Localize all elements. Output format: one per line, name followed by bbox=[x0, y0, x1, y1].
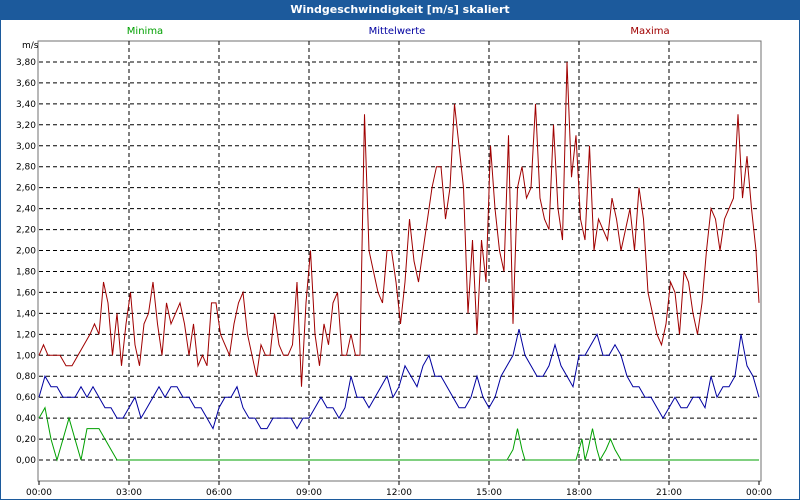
y-tick-label: 1,20 bbox=[16, 330, 36, 340]
x-tick-time: 09:00 bbox=[296, 488, 322, 498]
x-tick-time: 00:00 bbox=[746, 488, 772, 498]
y-tick-label: 2,00 bbox=[16, 247, 36, 257]
chart-title: Windgeschwindigkeit [m/s] skaliert bbox=[0, 0, 800, 20]
y-tick-label: 1,60 bbox=[16, 288, 36, 298]
y-tick-label: 0,20 bbox=[16, 435, 36, 445]
series-line-minima bbox=[38, 406, 759, 462]
y-tick-label: 0,60 bbox=[16, 393, 36, 403]
y-tick-label: 3,80 bbox=[16, 58, 36, 68]
y-axis-label: m/s bbox=[22, 41, 39, 51]
y-tick-label: 3,60 bbox=[16, 79, 36, 89]
y-tick-label: 3,40 bbox=[16, 100, 36, 110]
series-group bbox=[38, 61, 760, 462]
y-tick-label: 3,20 bbox=[16, 121, 36, 131]
x-tick-time: 15:00 bbox=[476, 488, 502, 498]
grid bbox=[39, 41, 759, 481]
line-chart: 0,00 0,20 0,40 0,60 0,80 1,00 1,20 1,40 1,60 1,80… bbox=[16, 26, 772, 498]
y-tick-label: 2,60 bbox=[16, 184, 36, 194]
y-tick-label: 3,00 bbox=[16, 142, 36, 152]
series-line-mittelwerte bbox=[38, 328, 760, 430]
y-tick-label: 0,80 bbox=[16, 372, 36, 382]
x-tick-time: 06:00 bbox=[206, 488, 232, 498]
y-tick-label: 2,40 bbox=[16, 205, 36, 215]
x-tick-time: 21:00 bbox=[656, 488, 682, 498]
x-tick-time: 03:00 bbox=[116, 488, 142, 498]
y-tick-label: 0,00 bbox=[16, 456, 36, 466]
y-tick-label: 2,80 bbox=[16, 163, 36, 173]
x-tick-time: 00:00 bbox=[26, 488, 52, 498]
y-tick-label: 0,40 bbox=[16, 414, 36, 424]
y-tick-label: 1,00 bbox=[16, 351, 36, 361]
legend-minima: Minima bbox=[127, 26, 163, 37]
x-tick-time: 12:00 bbox=[386, 488, 412, 498]
legend-mittelwerte: Mittelwerte bbox=[369, 26, 426, 37]
y-tick-label: 1,40 bbox=[16, 309, 36, 319]
y-tick-label: 2,20 bbox=[16, 226, 36, 236]
axes: 0,00 0,20 0,40 0,60 0,80 1,00 1,20 1,40 1,60 1,80… bbox=[16, 58, 772, 498]
y-tick-label: 1,80 bbox=[16, 267, 36, 277]
series-line-maxima bbox=[38, 61, 760, 387]
legend-maxima: Maxima bbox=[630, 26, 669, 37]
x-tick-time: 18:00 bbox=[566, 488, 592, 498]
